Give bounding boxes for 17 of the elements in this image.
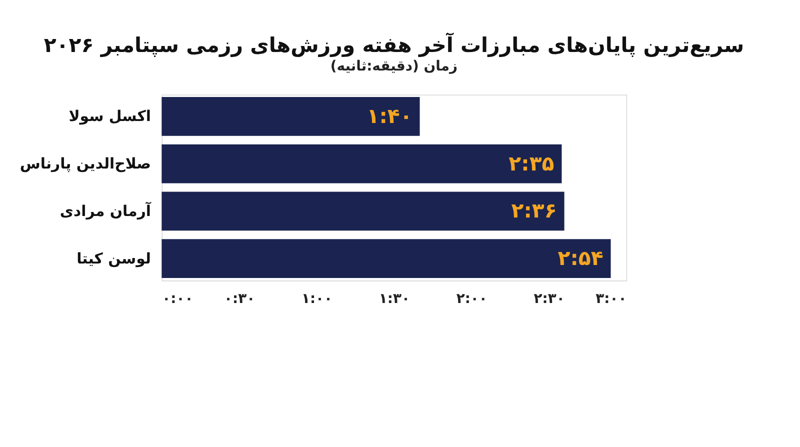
x-tick-label: ۳:۰۰: [596, 291, 627, 308]
x-tick-label: ۰:۰۰: [162, 291, 194, 308]
chart-subtitle: زمان (دقیقه:ثانیه): [330, 58, 458, 74]
x-tick-label: ۲:۰۰: [456, 291, 488, 308]
x-tick-label: ۲:۳۰: [534, 291, 565, 308]
data-label: ۲:۵۴: [558, 246, 604, 270]
data-label: ۲:۳۵: [508, 151, 554, 176]
y-tick-label: لوسن کیتا: [76, 249, 151, 268]
x-tick-label: ۰:۳۰: [224, 291, 256, 308]
x-tick-label: ۱:۳۰: [378, 291, 410, 308]
chart-title: سریع‌ترین پایان‌های مبارزات آخر هفته ورزش‌های رزمی سپتامبر ۲۰۲۶: [44, 32, 744, 57]
y-tick-label: صلاح‌الدین پارناس: [20, 154, 151, 172]
y-tick-label: آرمان مرادی: [60, 200, 152, 220]
y-tick-label: اکسل سولا: [68, 107, 151, 126]
x-tick-label: ۱:۰۰: [301, 291, 333, 308]
data-label: ۲:۳۶: [511, 198, 557, 223]
data-label: ۱:۴۰: [366, 104, 412, 128]
